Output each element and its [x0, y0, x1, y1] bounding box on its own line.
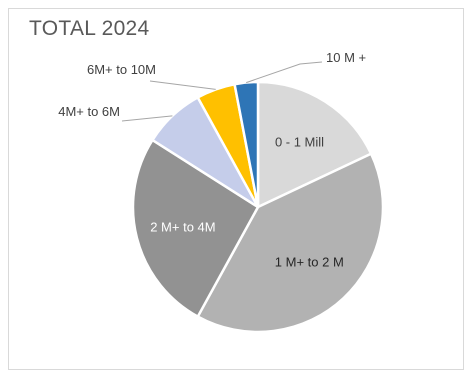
- pie-slice-3: [131, 138, 260, 319]
- chart-title: TOTAL 2024: [29, 17, 150, 40]
- slice-label-1: 0 - 1 Mill: [275, 135, 324, 150]
- slice-label-5: 6M+ to 10M: [87, 62, 156, 77]
- leader-line-5: [149, 80, 216, 90]
- leader-line-6: [246, 61, 323, 84]
- pie-slice-1: [256, 80, 373, 209]
- slice-label-4: 4M+ to 6M: [58, 104, 120, 119]
- pie-slice-2: [196, 152, 385, 334]
- slice-label-2: 1 M+ to 2 M: [275, 255, 344, 270]
- slice-label-3: 2 M+ to 4M: [150, 219, 215, 234]
- leader-line-4: [121, 115, 173, 122]
- slice-label-6: 10 M +: [326, 50, 366, 65]
